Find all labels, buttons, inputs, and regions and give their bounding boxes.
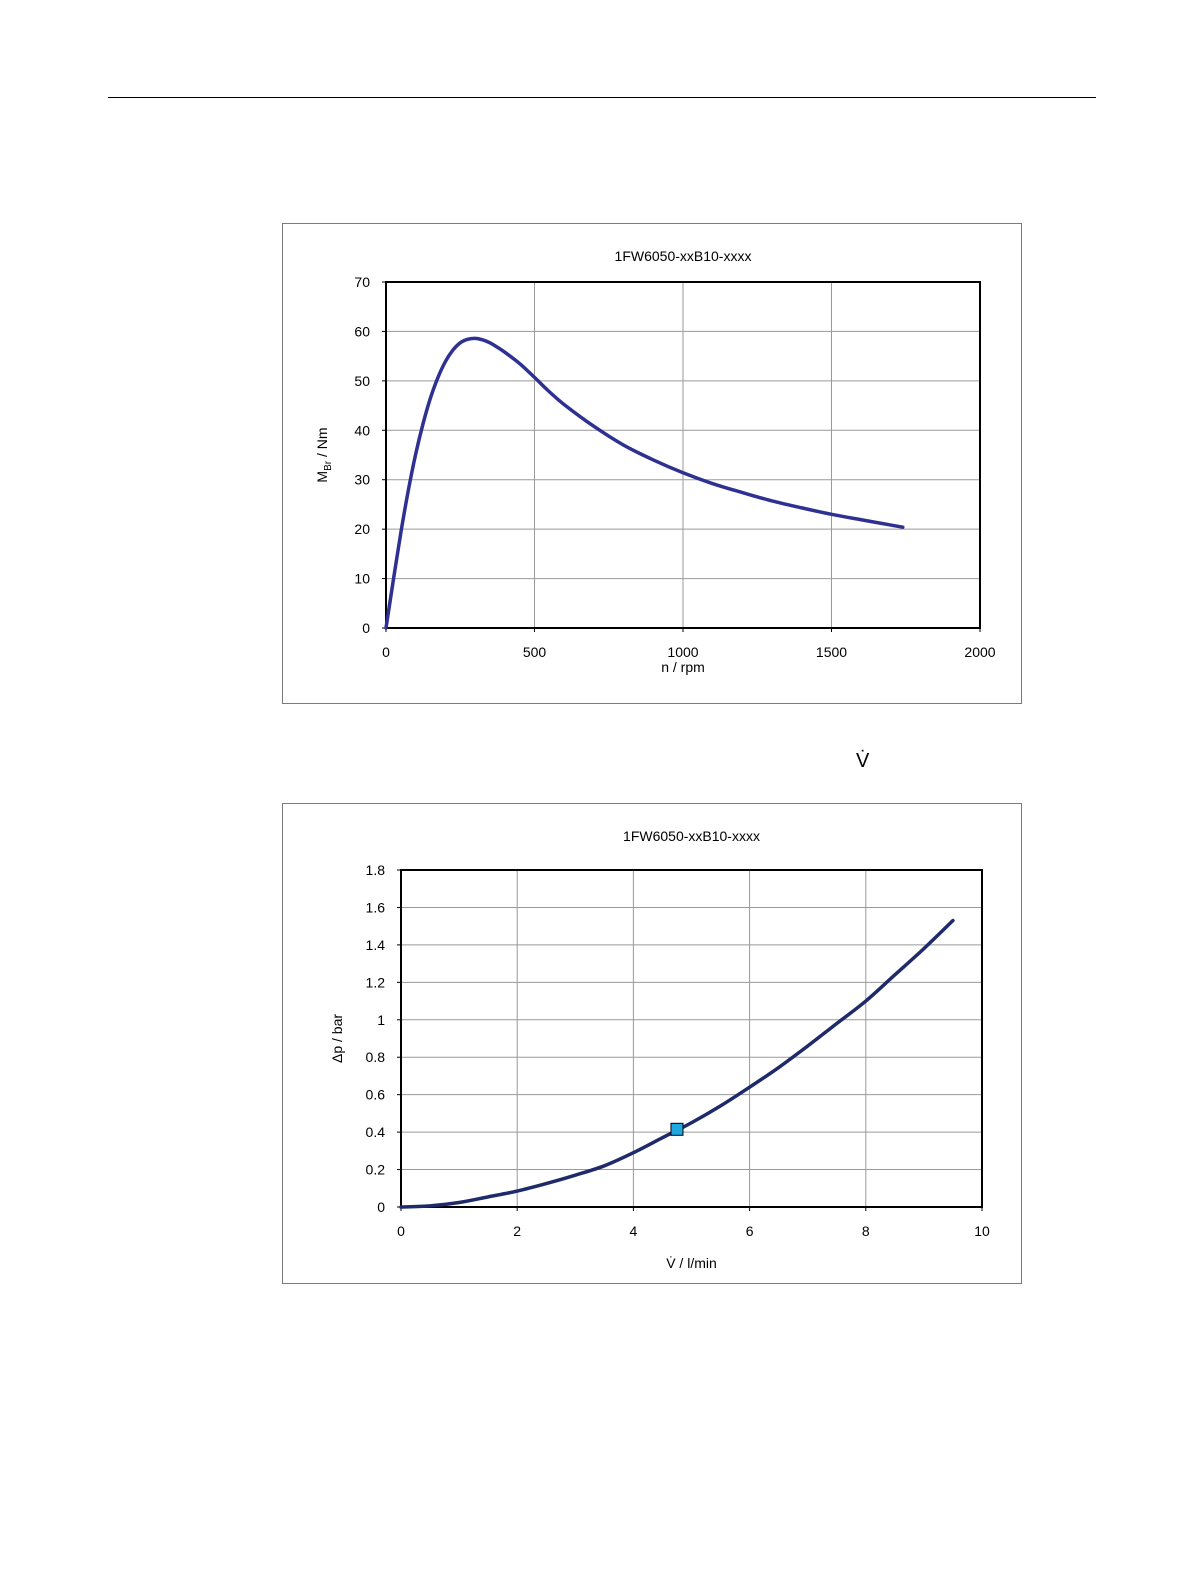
x-tick-label: 1000 [667,644,698,660]
x-tick-label: 4 [630,1223,638,1239]
x-tick-label: 0 [397,1223,405,1239]
y-tick-label: 0.4 [366,1124,386,1140]
top-rule [108,97,1096,98]
y-tick-label: 20 [354,521,370,537]
operating-point-marker [670,1122,684,1136]
y-tick-label: 60 [354,323,370,339]
y-tick-label: 0.8 [366,1049,386,1065]
series-line [399,918,955,1209]
y-axis-label-subscript: Br [323,460,334,471]
y-tick-label: 0.6 [366,1087,386,1103]
x-tick-label: 2000 [964,644,995,660]
series-line [384,336,905,630]
y-tick-label: 0.2 [366,1162,386,1178]
y-axis-label: Δp / bar [329,1014,345,1063]
y-tick-label: 1 [377,1012,385,1028]
vdot-symbol: V̇ [856,750,870,772]
y-tick-label: 10 [354,571,370,587]
pressure-drop-chart: 1FW6050-xxB10-xxxx 0 2 4 6 8 10 0 0.2 0.4 0.6 0.8 1 1… [282,803,1022,1284]
x-tick-label: 8 [862,1223,870,1239]
y-tick-label: 1.8 [366,862,386,878]
x-tick-label: 10 [974,1223,990,1239]
x-axis-label: n / rpm [661,659,705,675]
braking-torque-chart: 1FW6050-xxB10-xxxx 0 500 1000 1500 2000 0 10 20 3… [282,223,1022,704]
plot-area-border [400,869,983,1208]
chart-title: 1FW6050-xxB10-xxxx [623,828,760,844]
x-tick-label: 0 [382,644,390,660]
y-tick-label: 0 [362,620,370,636]
y-tick-label: 1.6 [366,899,386,915]
pressure-drop-svg: 1FW6050-xxB10-xxxx 0 2 4 6 8 10 0 0.2 0.4 0.6 0.8 1 1… [329,828,990,1271]
x-axis-label: V̇ / l/min [666,1255,717,1271]
x-tick-label: 1500 [816,644,847,660]
y-axis-label: MBr / Nm [314,427,334,482]
y-tick-label: 50 [354,373,370,389]
y-tick-label: 30 [354,472,370,488]
y-tick-label: 1.2 [366,974,386,990]
y-tick-label: 70 [354,274,370,290]
y-axis-label-unit: / Nm [314,427,330,460]
chart-title: 1FW6050-xxB10-xxxx [615,248,752,264]
y-tick-label: 1.4 [366,937,386,953]
y-tick-label: 40 [354,422,370,438]
braking-torque-svg: 1FW6050-xxB10-xxxx 0 500 1000 1500 2000 0 10 20 3… [314,248,996,675]
x-tick-label: 6 [746,1223,754,1239]
y-tick-label: 0 [377,1199,385,1215]
x-tick-label: 2 [513,1223,521,1239]
x-tick-label: 500 [523,644,547,660]
y-axis-label-main: M [314,471,330,483]
